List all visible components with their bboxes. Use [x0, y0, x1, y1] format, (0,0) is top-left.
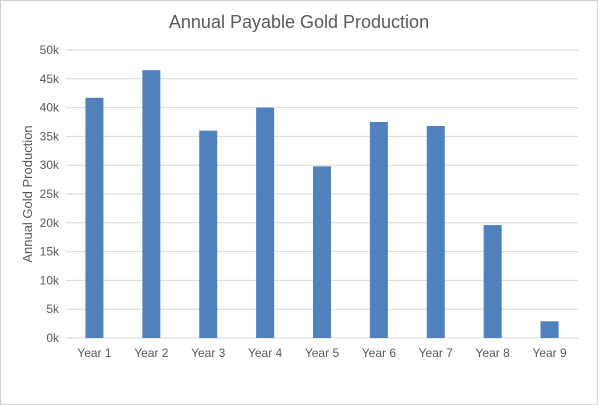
y-tick-label: 5k — [46, 302, 60, 316]
x-tick-label: Year 7 — [419, 346, 454, 360]
y-tick-label: 20k — [40, 216, 60, 230]
y-tick-label: 50k — [40, 43, 60, 57]
x-tick-labels: Year 1 Year 2 Year 3 Year 4 Year 5 Year 6 Year… — [77, 346, 567, 360]
chart-title: Annual Payable Gold Production — [169, 12, 429, 32]
y-axis-label: Annual Gold Production — [20, 125, 35, 262]
bar — [369, 122, 388, 338]
y-tick-label: 15k — [40, 245, 60, 259]
bar — [142, 70, 161, 338]
y-tick-labels: 0k 5k 10k 15k 20k 25k 30k 35k 40k 45k 50k — [40, 43, 60, 345]
bar — [426, 126, 445, 338]
x-tick-label: Year 8 — [476, 346, 511, 360]
bar — [199, 130, 218, 338]
bar — [85, 97, 104, 338]
y-tick-label: 25k — [40, 187, 60, 201]
x-tick-label: Year 9 — [532, 346, 567, 360]
x-tick-label: Year 2 — [134, 346, 169, 360]
bar — [256, 107, 275, 338]
x-tick-label: Year 4 — [248, 346, 283, 360]
x-tick-label: Year 5 — [305, 346, 340, 360]
y-tick-label: 30k — [40, 158, 60, 172]
y-tick-label: 35k — [40, 129, 60, 143]
y-tick-label: 0k — [46, 331, 60, 345]
y-tick-label: 10k — [40, 273, 60, 287]
bar — [540, 321, 559, 338]
bars — [85, 70, 559, 338]
x-tick-label: Year 6 — [362, 346, 397, 360]
x-tick-label: Year 3 — [191, 346, 226, 360]
y-tick-label: 45k — [40, 72, 60, 86]
bar — [313, 166, 331, 338]
y-tick-label: 40k — [40, 101, 60, 115]
x-tick-label: Year 1 — [77, 346, 112, 360]
bar — [483, 225, 502, 338]
